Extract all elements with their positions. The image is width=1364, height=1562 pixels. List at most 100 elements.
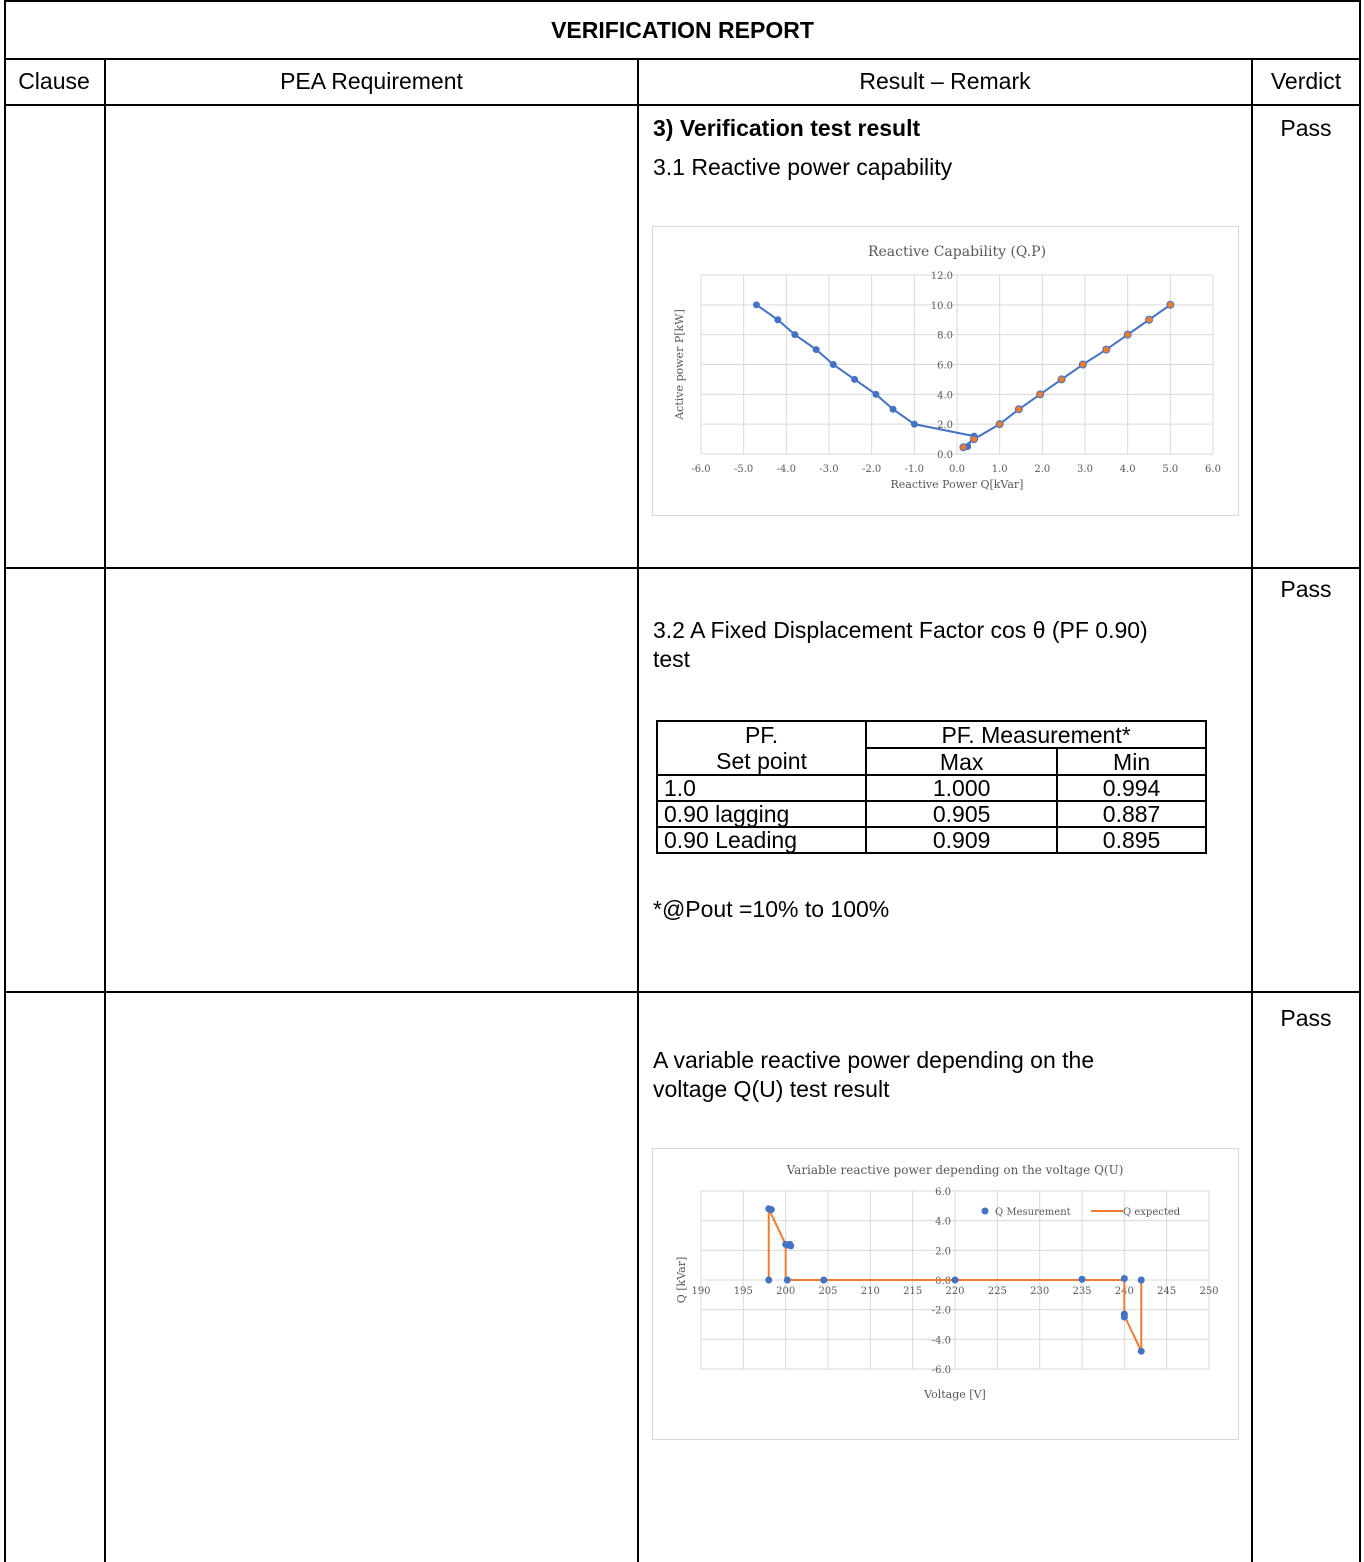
qu-test-title-line2: voltage Q(U) test result — [653, 1076, 890, 1102]
x-tick-label: 235 — [1072, 1286, 1091, 1297]
pf-max-cell: 1.000 — [865, 774, 1059, 802]
data-point — [820, 1276, 828, 1284]
data-point — [812, 346, 820, 354]
x-tick-label: 220 — [945, 1286, 964, 1297]
y-tick-label: 6.0 — [935, 1187, 951, 1198]
report-title: VERIFICATION REPORT — [551, 17, 814, 43]
pf-setpoint-cell: 0.90 lagging — [655, 800, 868, 828]
data-point — [1036, 390, 1045, 399]
x-tick-label: 195 — [734, 1286, 753, 1297]
x-tick-label: 250 — [1199, 1286, 1218, 1297]
x-axis-label: Voltage [V] — [923, 1388, 986, 1401]
y-tick-label: 0.0 — [935, 1276, 951, 1287]
data-point — [970, 435, 979, 444]
y-tick-label: 6.0 — [937, 361, 953, 372]
pf-setpoint-header-line2: Set point — [716, 748, 807, 774]
row-divider — [4, 991, 1361, 993]
y-tick-label: 2.0 — [935, 1246, 951, 1257]
series-line — [962, 304, 1171, 449]
pf-setpoint-header-line1: PF. — [744, 722, 779, 748]
section-subheading: 3.1 Reactive power capability — [653, 154, 953, 180]
x-tick-label: 205 — [818, 1286, 837, 1297]
pf-min-cell: 0.994 — [1056, 774, 1207, 802]
x-tick-label: 4.0 — [1120, 464, 1136, 475]
pf-min-cell: 0.895 — [1056, 826, 1207, 854]
data-point — [872, 390, 880, 398]
data-point — [951, 1276, 959, 1284]
data-point — [765, 1276, 773, 1284]
x-tick-label: 0.0 — [949, 464, 965, 475]
data-point — [1120, 1275, 1128, 1283]
pf-setpoint-cell: 0.90 Leading — [655, 826, 868, 854]
reactive-capability-svg: Reactive Capability (Q.P) -6.0 -5.0 -4.0 -3.… — [673, 244, 1221, 491]
data-point — [767, 1206, 775, 1214]
qu-test-title-line1: A variable reactive power depending on t… — [653, 1047, 1095, 1073]
verdict-cell: Pass — [1280, 1005, 1332, 1031]
y-tick-label: 0.0 — [937, 450, 953, 461]
y-tick-label: 12.0 — [931, 271, 953, 282]
qu-chart-svg: Variable reactive power depending on the… — [675, 1163, 1219, 1401]
data-point — [791, 331, 799, 339]
header-result: Result – Remark — [859, 68, 1031, 94]
data-point — [851, 375, 859, 383]
row-divider — [4, 567, 1361, 569]
x-tick-label: 1.0 — [992, 464, 1008, 475]
y-tick-label: 10.0 — [931, 301, 953, 312]
data-point — [1137, 1276, 1145, 1284]
x-tick-label: 6.0 — [1205, 464, 1221, 475]
x-axis-label: Reactive Power Q[kVar] — [891, 478, 1024, 491]
legend-label: Q expected — [1123, 1207, 1181, 1218]
row-divider — [4, 104, 1361, 106]
border-left — [4, 0, 6, 1562]
y-tick-label: 4.0 — [937, 390, 953, 401]
header-verdict: Verdict — [1270, 68, 1342, 94]
x-tick-label: 2.0 — [1034, 464, 1050, 475]
x-tick-label: -6.0 — [691, 464, 710, 475]
data-point — [783, 1276, 791, 1284]
header-clause: Clause — [18, 68, 90, 94]
x-tick-label: -2.0 — [862, 464, 881, 475]
data-point — [1102, 345, 1111, 354]
data-point — [1057, 375, 1066, 384]
pf-test-title-line1: 3.2 A Fixed Displacement Factor cos θ (P… — [653, 617, 1148, 643]
pf-footnote: *@Pout =10% to 100% — [653, 896, 890, 922]
data-point — [1078, 360, 1087, 369]
x-tick-label: 210 — [861, 1286, 880, 1297]
border-top — [4, 0, 1361, 2]
pf-setpoint-cell: 1.0 — [655, 774, 868, 802]
col-divider — [104, 58, 106, 1562]
y-tick-label: 8.0 — [937, 331, 953, 342]
x-tick-label: 5.0 — [1162, 464, 1178, 475]
x-tick-label: -3.0 — [819, 464, 838, 475]
data-point — [829, 361, 837, 368]
data-point — [1123, 330, 1132, 339]
y-axis-label: Q [kVar] — [675, 1257, 688, 1304]
x-tick-label: 200 — [776, 1286, 795, 1297]
pf-max-cell: 0.909 — [865, 826, 1059, 854]
data-point — [910, 420, 918, 428]
x-tick-label: -5.0 — [734, 464, 753, 475]
data-point — [889, 405, 897, 413]
x-tick-label: 190 — [691, 1286, 710, 1297]
legend-marker — [981, 1207, 989, 1215]
data-point — [787, 1242, 795, 1250]
data-point — [1078, 1275, 1086, 1283]
y-tick-label: -6.0 — [932, 1365, 951, 1376]
chart-title: Reactive Capability (Q.P) — [868, 244, 1046, 260]
data-point — [1137, 1347, 1145, 1355]
x-tick-label: 230 — [1030, 1286, 1049, 1297]
table-row: 1.0 1.000 0.994 — [655, 774, 1207, 802]
legend-label: Q Mesurement — [995, 1207, 1071, 1218]
pf-test-title-line2: test — [653, 646, 691, 672]
verdict-cell: Pass — [1280, 576, 1332, 602]
reactive-capability-chart: Reactive Capability (Q.P) -6.0 -5.0 -4.0 -3.… — [652, 226, 1239, 516]
col-divider — [1251, 58, 1253, 1562]
row-divider — [4, 58, 1361, 60]
y-tick-label: 4.0 — [935, 1217, 951, 1228]
pf-measurement-table: PF. Set point PF. Measurement* Max Min 1… — [655, 720, 1207, 854]
pf-min-header: Min — [1056, 747, 1207, 776]
data-point — [774, 316, 782, 324]
verdict-cell: Pass — [1280, 115, 1332, 141]
data-point — [1120, 1313, 1128, 1321]
data-point — [752, 301, 760, 309]
